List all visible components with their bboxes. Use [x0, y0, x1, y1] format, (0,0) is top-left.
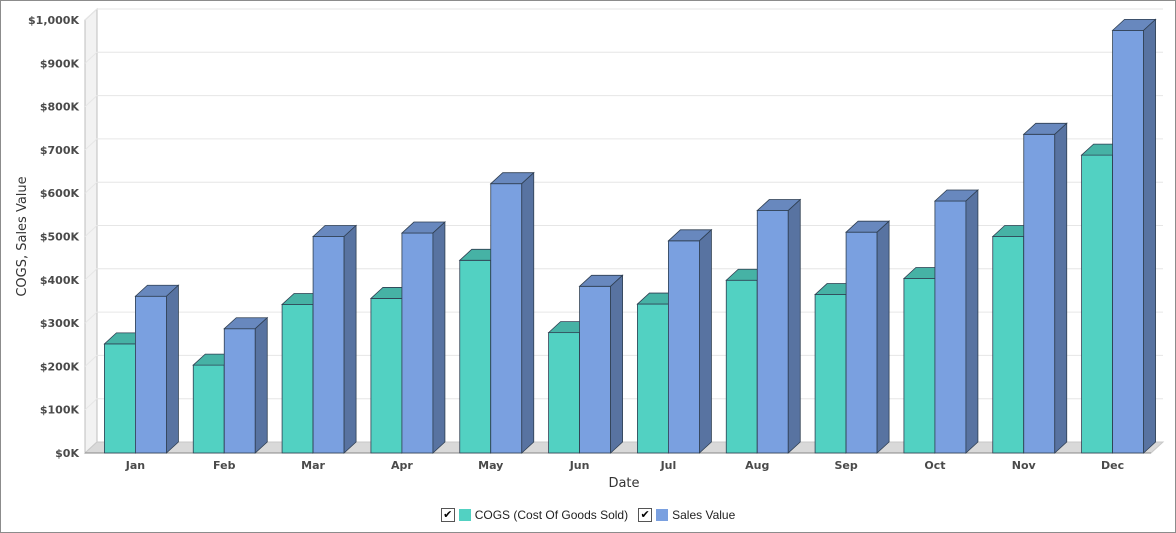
bar-side — [699, 228, 712, 454]
bar-front — [192, 364, 225, 454]
x-tick-label: Dec — [1101, 459, 1124, 472]
bar-front — [934, 200, 967, 454]
x-tick-label: Jan — [125, 459, 145, 472]
gridline-9 — [84, 51, 1163, 64]
bar-side — [1143, 18, 1156, 454]
bar-front — [756, 210, 789, 454]
bar-front — [135, 295, 167, 454]
bar-front — [401, 232, 434, 454]
bar-front — [490, 183, 523, 454]
bar-side — [965, 189, 979, 454]
bar-side — [610, 274, 623, 454]
bar-sales-jan — [134, 284, 180, 454]
bar-sales-jun — [578, 274, 624, 454]
y-tick-label: $900K — [40, 57, 80, 70]
gridline-10 — [84, 8, 1163, 21]
legend-item-cogs[interactable]: ✔ COGS (Cost Of Goods Sold) — [440, 508, 629, 522]
bar-front — [281, 304, 314, 454]
bar-side — [521, 171, 535, 454]
bar-front — [845, 231, 878, 454]
x-tick-label: Feb — [213, 459, 236, 472]
bar-sales-oct — [933, 189, 979, 454]
gridline-7 — [84, 138, 1163, 151]
bar-front — [1081, 154, 1113, 454]
bar-sales-jul — [667, 228, 713, 454]
bar-side — [343, 224, 357, 454]
bar-side — [787, 198, 801, 454]
bar-sales-apr — [400, 221, 446, 454]
bar-front — [1023, 133, 1056, 454]
legend-swatch-cogs — [458, 509, 471, 521]
y-tick-label: $700K — [40, 144, 80, 157]
legend-swatch-sales — [656, 509, 669, 521]
bar-sales-mar — [312, 224, 358, 454]
bar-side — [1054, 122, 1068, 454]
y-tick-label: $300K — [40, 317, 80, 330]
gridline-4 — [84, 268, 1163, 281]
legend-item-sales[interactable]: ✔ Sales Value — [638, 508, 735, 522]
legend-label-cogs: COGS (Cost Of Goods Sold) — [474, 508, 629, 522]
x-tick-label: Sep — [834, 459, 857, 472]
bar-front — [1112, 29, 1144, 454]
bar-side — [876, 220, 890, 454]
y-tick-label: $500K — [40, 231, 80, 244]
x-tick-label: Aug — [745, 459, 769, 472]
bar-front — [548, 332, 580, 454]
bar-front — [668, 240, 700, 454]
legend-label-sales: Sales Value — [672, 508, 736, 522]
bar-front — [814, 294, 847, 454]
x-tick-label: Nov — [1012, 459, 1037, 472]
bar-sales-sep — [845, 220, 891, 454]
y-axis-title: COGS, Sales Value — [15, 176, 30, 296]
bar-front — [992, 236, 1025, 454]
bar-front — [459, 259, 492, 454]
x-tick-label: Jul — [660, 459, 677, 472]
y-tick-label: $1,000K — [28, 14, 79, 27]
bar-side — [166, 284, 179, 454]
bar-sales-may — [489, 171, 535, 454]
y-tick-label: $600K — [40, 187, 80, 200]
bar-front — [370, 298, 403, 454]
bar-sales-aug — [756, 198, 802, 454]
gridline-3 — [84, 311, 1163, 324]
x-tick-label: Jun — [569, 459, 590, 472]
y-tick-label: $800K — [40, 101, 80, 114]
y-tick-label: $400K — [40, 274, 80, 287]
bar-front — [579, 285, 611, 454]
legend-checkbox-cogs[interactable]: ✔ — [440, 508, 455, 522]
x-tick-label: Apr — [391, 459, 413, 472]
gridline-8 — [84, 95, 1163, 107]
bar-front — [104, 343, 136, 454]
bar-sales-dec — [1111, 18, 1157, 454]
bar-side — [254, 316, 268, 454]
legend-checkbox-sales[interactable]: ✔ — [638, 508, 653, 522]
bar-front — [903, 278, 936, 454]
x-tick-label: May — [478, 459, 503, 472]
y-tick-label: $200K — [40, 360, 80, 373]
x-tick-label: Mar — [301, 459, 325, 472]
gridline-5 — [84, 225, 1163, 237]
bar-front — [223, 328, 256, 454]
x-axis-title: Date — [608, 476, 639, 491]
y-tick-label: $100K — [40, 404, 80, 417]
bar-front — [637, 303, 669, 454]
y-tick-label: $0K — [55, 447, 79, 460]
bar-side — [432, 221, 446, 454]
x-tick-label: Oct — [924, 459, 945, 472]
bar-front — [725, 279, 758, 454]
bar-chart: $0K $100K $200K $300K $400K $500K $600K $700K $8… — [15, 7, 1165, 491]
legend: ✔ COGS (Cost Of Goods Sold) ✔ Sales Valu… — [0, 508, 1176, 522]
bar-sales-feb — [223, 316, 269, 454]
gridline-1 — [84, 398, 1163, 411]
gridline-2 — [84, 354, 1163, 367]
bar-sales-nov — [1022, 122, 1068, 454]
gridline-6 — [84, 181, 1163, 194]
bar-front — [312, 236, 345, 454]
